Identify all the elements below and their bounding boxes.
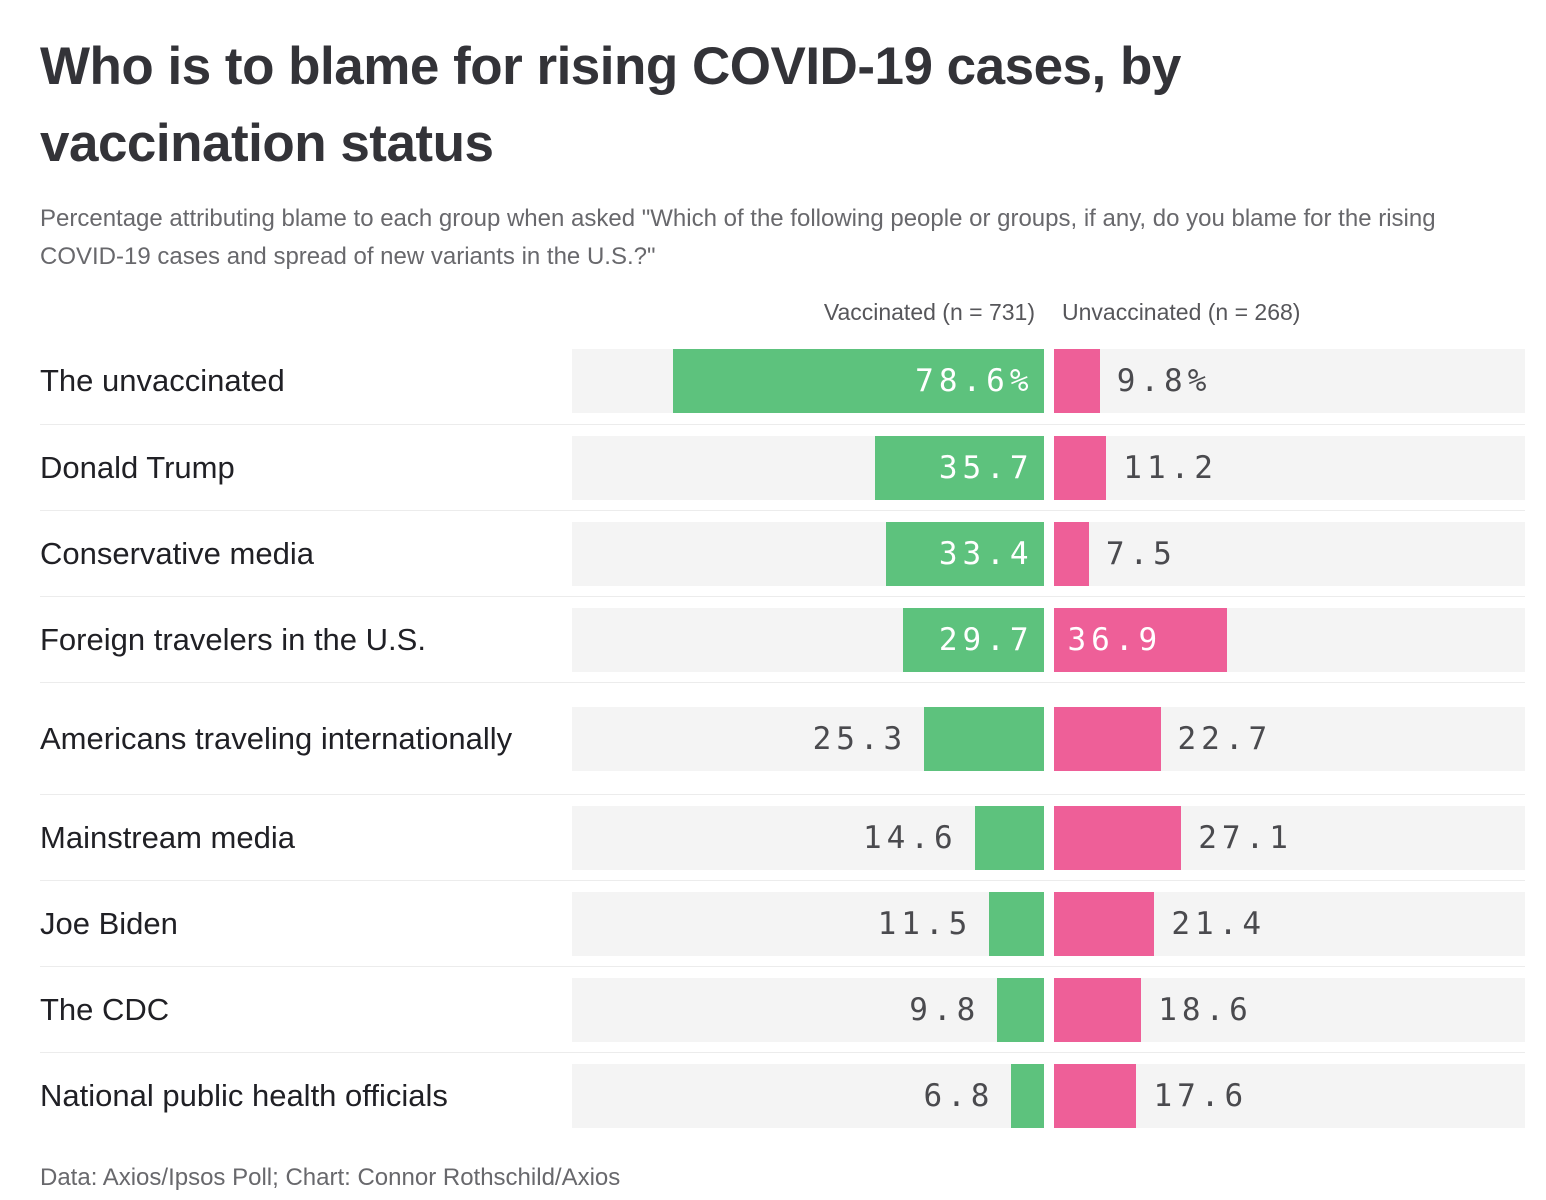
vaccinated-value-label: 33.4 <box>938 535 1034 572</box>
unvaccinated-value-label: 9.8% <box>1116 363 1212 399</box>
unvaccinated-value-label: 36.9 <box>1067 621 1163 658</box>
vaccinated-track: 6.8 <box>572 1063 1044 1128</box>
category-label: Conservative media <box>40 535 314 571</box>
series-legend: Vaccinated (n = 731) Unvaccinated (n = 2… <box>40 294 1525 326</box>
unvaccinated-track: 27.1 <box>1053 805 1525 870</box>
vaccinated-bar <box>974 805 1044 870</box>
bar-tracks: 25.3 22.7 <box>572 706 1525 771</box>
unvaccinated-value-label: 21.4 <box>1171 905 1267 942</box>
bar-tracks: 6.8 17.6 <box>572 1063 1525 1128</box>
bar-tracks: 9.8 18.6 <box>572 977 1525 1042</box>
chart-row: Donald Trump 35.7 11.2 <box>40 424 1525 510</box>
vaccinated-bar <box>997 977 1044 1042</box>
vaccinated-value-label: 78.6% <box>915 363 1034 399</box>
vaccinated-track: 33.4 <box>572 521 1044 586</box>
vaccinated-value-label: 35.7 <box>938 449 1034 486</box>
vaccinated-bar <box>886 521 1044 586</box>
legend-vaccinated: Vaccinated (n = 731) <box>823 299 1035 325</box>
unvaccinated-value-label: 17.6 <box>1153 1077 1249 1114</box>
vaccinated-bar <box>903 607 1044 672</box>
bar-tracks: 35.7 11.2 <box>572 435 1525 500</box>
unvaccinated-track: 36.9 <box>1053 607 1525 672</box>
chart-row: Americans traveling internationally 25.3 2… <box>40 682 1525 794</box>
unvaccinated-track: 22.7 <box>1053 706 1525 771</box>
category-label: Joe Biden <box>40 905 178 941</box>
chart-row: The unvaccinated 78.6% 9.8% <box>40 338 1525 424</box>
unvaccinated-value-label: 11.2 <box>1123 449 1218 486</box>
unvaccinated-track: 17.6 <box>1053 1063 1525 1128</box>
vaccinated-bar <box>924 706 1044 771</box>
chart-rows: The unvaccinated 78.6% 9.8% Donald Trump 35.… <box>40 338 1525 1138</box>
legend-unvaccinated: Unvaccinated (n = 268) <box>1062 299 1301 325</box>
category-label: National public health officials <box>40 1077 448 1113</box>
vaccinated-value-label: 11.5 <box>877 905 973 942</box>
vaccinated-track: 29.7 <box>572 607 1044 672</box>
vaccinated-track: 78.6% <box>572 349 1044 413</box>
unvaccinated-bar <box>1053 891 1155 956</box>
vaccinated-bar <box>875 435 1044 500</box>
unvaccinated-track: 11.2 <box>1053 435 1525 500</box>
unvaccinated-value-label: 18.6 <box>1158 991 1253 1028</box>
page-title: Who is to blame for rising COVID-19 case… <box>40 37 1181 173</box>
vaccinated-value-label: 6.8 <box>923 1077 995 1114</box>
unvaccinated-bar <box>1053 977 1142 1042</box>
unvaccinated-bar <box>1053 521 1089 586</box>
unvaccinated-bar <box>1053 607 1228 672</box>
chart-row: National public health officials 6.8 17.6 <box>40 1052 1525 1138</box>
category-label: Donald Trump <box>40 449 235 485</box>
category-label: The CDC <box>40 991 170 1027</box>
chart-row: The CDC 9.8 18.6 <box>40 966 1525 1052</box>
chart-subtitle: Percentage attributing blame to each gro… <box>40 205 1436 270</box>
unvaccinated-bar <box>1053 1063 1137 1128</box>
vaccinated-track: 25.3 <box>572 706 1044 771</box>
source-credit: Data: Axios/Ipsos Poll; Chart: Connor Ro… <box>40 1164 621 1191</box>
chart-row: Joe Biden 11.5 21.4 <box>40 880 1525 966</box>
vaccinated-value-label: 29.7 <box>938 621 1034 658</box>
unvaccinated-value-label: 7.5 <box>1105 535 1177 572</box>
vaccinated-value-label: 14.6 <box>863 819 958 856</box>
category-label: Americans traveling internationally <box>40 720 513 756</box>
unvaccinated-track: 7.5 <box>1053 521 1525 586</box>
bar-tracks: 78.6% 9.8% <box>572 349 1525 413</box>
unvaccinated-track: 9.8% <box>1053 349 1525 413</box>
unvaccinated-bar <box>1053 435 1107 500</box>
category-label: Mainstream media <box>40 819 295 855</box>
vaccinated-bar <box>989 891 1044 956</box>
vaccinated-track: 14.6 <box>572 805 1044 870</box>
vaccinated-track: 11.5 <box>572 891 1044 956</box>
chart-row: Mainstream media 14.6 27.1 <box>40 794 1525 880</box>
vaccinated-value-label: 9.8 <box>909 991 981 1028</box>
unvaccinated-bar <box>1053 706 1161 771</box>
bar-tracks: 33.4 7.5 <box>572 521 1525 586</box>
bar-tracks: 29.7 36.9 <box>572 607 1525 672</box>
vaccinated-bar <box>1011 1063 1044 1128</box>
unvaccinated-value-label: 27.1 <box>1198 819 1293 856</box>
unvaccinated-value-label: 22.7 <box>1177 720 1273 757</box>
category-label: The unvaccinated <box>40 363 285 398</box>
bar-tracks: 14.6 27.1 <box>572 805 1525 870</box>
vaccinated-track: 35.7 <box>572 435 1044 500</box>
vaccinated-bar <box>672 349 1044 413</box>
vaccinated-track: 9.8 <box>572 977 1044 1042</box>
chart-row: Foreign travelers in the U.S. 29.7 36.9 <box>40 596 1525 682</box>
unvaccinated-bar <box>1053 805 1182 870</box>
chart-row: Conservative media 33.4 7.5 <box>40 510 1525 596</box>
category-label: Foreign travelers in the U.S. <box>40 621 426 657</box>
unvaccinated-bar <box>1053 349 1100 413</box>
unvaccinated-track: 21.4 <box>1053 891 1525 956</box>
vaccinated-value-label: 25.3 <box>812 720 908 757</box>
unvaccinated-track: 18.6 <box>1053 977 1525 1042</box>
bar-tracks: 11.5 21.4 <box>572 891 1525 956</box>
